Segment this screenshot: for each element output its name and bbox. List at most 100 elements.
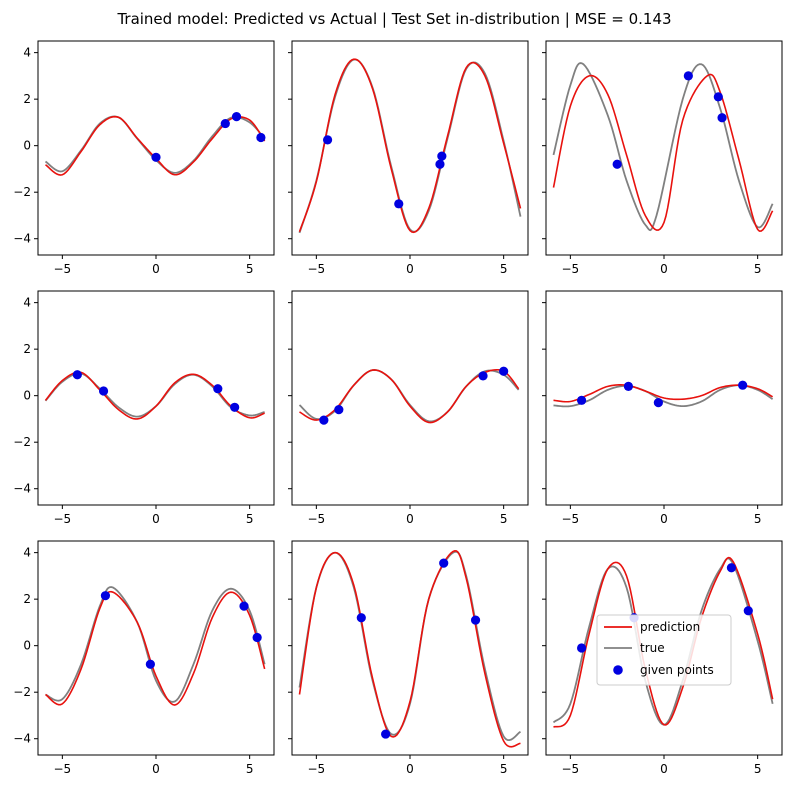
- y-tick-label: 4: [23, 546, 31, 560]
- given-point-marker: [717, 113, 727, 123]
- x-tick-label: 5: [500, 512, 508, 526]
- axes-frame: [37, 540, 275, 756]
- given-point-marker: [231, 111, 242, 122]
- axes-frame: [37, 40, 275, 256]
- subplot-6: −5 0 5: [542, 290, 783, 526]
- y-tick-label: 4: [23, 46, 31, 60]
- x-tick-label: 5: [754, 762, 762, 776]
- given-point-marker: [322, 135, 333, 145]
- x-tick-label: −5: [53, 512, 71, 526]
- y-tick-label: −4: [13, 482, 31, 496]
- subplot-9: −5 0 5: [542, 540, 783, 776]
- y-tick-label: 0: [23, 389, 31, 403]
- given-point-marker: [576, 643, 587, 653]
- y-tick-label: −2: [13, 185, 31, 199]
- x-tick-label: 5: [754, 262, 762, 276]
- prediction-curve-line: [45, 115, 266, 176]
- x-tick-label: 0: [152, 512, 160, 526]
- x-tick-label: 5: [246, 512, 254, 526]
- legend: prediction true given points: [596, 614, 732, 686]
- true-curve-line: [298, 550, 521, 742]
- given-point-marker: [98, 386, 109, 396]
- x-tick-label: 0: [406, 512, 414, 526]
- given-point-marker: [100, 591, 111, 601]
- y-tick-label: 2: [23, 92, 31, 106]
- given-point-marker: [576, 395, 587, 405]
- prediction-curve-line: [553, 556, 774, 728]
- given-point-marker: [252, 632, 262, 643]
- x-tick-label: −5: [307, 262, 325, 276]
- x-tick-label: 5: [500, 762, 508, 776]
- y-tick-label: −4: [13, 232, 31, 246]
- x-tick-label: 0: [406, 262, 414, 276]
- given-point-marker: [220, 118, 230, 129]
- x-tick-label: 5: [246, 262, 254, 276]
- given-point-marker: [738, 380, 748, 390]
- x-tick-label: −5: [307, 512, 325, 526]
- given-point-marker: [239, 601, 249, 611]
- axes-frame: [37, 290, 275, 506]
- subplot-5: −5 0 5: [288, 290, 529, 526]
- y-tick-label: 0: [23, 639, 31, 653]
- true-curve-line: [45, 586, 266, 703]
- prediction-curve-line: [552, 73, 774, 232]
- given-point-marker: [478, 371, 488, 381]
- x-tick-label: 0: [152, 262, 160, 276]
- given-point-marker: [713, 92, 723, 102]
- x-tick-label: 5: [246, 762, 254, 776]
- given-point-marker: [72, 370, 82, 380]
- y-tick-label: −2: [13, 435, 31, 449]
- given-point-marker: [743, 606, 753, 616]
- axes-frame: [291, 540, 529, 756]
- given-point-marker: [437, 151, 447, 161]
- given-point-marker: [213, 384, 223, 394]
- given-point-marker: [726, 563, 737, 573]
- given-point-marker: [499, 366, 509, 376]
- given-point-marker: [151, 152, 161, 162]
- subplot-8: −5 0 5: [288, 540, 529, 776]
- given-point-marker: [683, 71, 693, 81]
- true-curve-line: [44, 115, 266, 174]
- x-tick-label: 0: [660, 762, 668, 776]
- given-point-marker: [356, 613, 366, 623]
- given-point-marker: [256, 132, 266, 143]
- given-point-marker: [334, 405, 344, 415]
- x-tick-label: 0: [406, 762, 414, 776]
- legend-prediction-label: prediction: [640, 620, 700, 634]
- x-tick-label: 5: [754, 512, 762, 526]
- figure-title: Trained model: Predicted vs Actual | Tes…: [116, 10, 671, 28]
- y-tick-label: −2: [13, 685, 31, 699]
- x-tick-label: −5: [307, 762, 325, 776]
- x-tick-label: −5: [561, 512, 579, 526]
- given-point-marker: [381, 729, 391, 739]
- x-tick-label: 0: [660, 512, 668, 526]
- y-tick-label: 0: [23, 139, 31, 153]
- legend-given-points-swatch: [613, 665, 623, 675]
- given-point-marker: [435, 159, 445, 169]
- subplot-1: −5 0 5 −4 −2 0 2 4: [13, 40, 275, 276]
- prediction-curve-line: [45, 590, 266, 706]
- subplot-2: −5 0 5: [288, 40, 529, 276]
- y-tick-label: 4: [23, 296, 31, 310]
- true-curve-line: [298, 58, 522, 234]
- prediction-curve-line: [298, 550, 521, 748]
- given-point-marker: [470, 615, 481, 625]
- legend-given-points-label: given points: [640, 663, 714, 677]
- x-tick-label: −5: [561, 262, 579, 276]
- y-tick-label: 2: [23, 592, 31, 606]
- given-point-marker: [145, 659, 155, 669]
- x-tick-label: −5: [53, 762, 71, 776]
- given-point-marker: [230, 402, 240, 412]
- given-point-marker: [319, 415, 329, 425]
- given-point-marker: [394, 199, 404, 209]
- y-tick-label: 2: [23, 342, 31, 356]
- given-point-marker: [653, 398, 663, 408]
- x-tick-label: 0: [660, 262, 668, 276]
- legend-true-label: true: [640, 641, 665, 655]
- subplot-7: −5 0 5 −4 −2 0 2 4: [13, 540, 275, 776]
- axes-frame: [291, 40, 529, 256]
- x-tick-label: −5: [561, 762, 579, 776]
- x-tick-label: 5: [500, 262, 508, 276]
